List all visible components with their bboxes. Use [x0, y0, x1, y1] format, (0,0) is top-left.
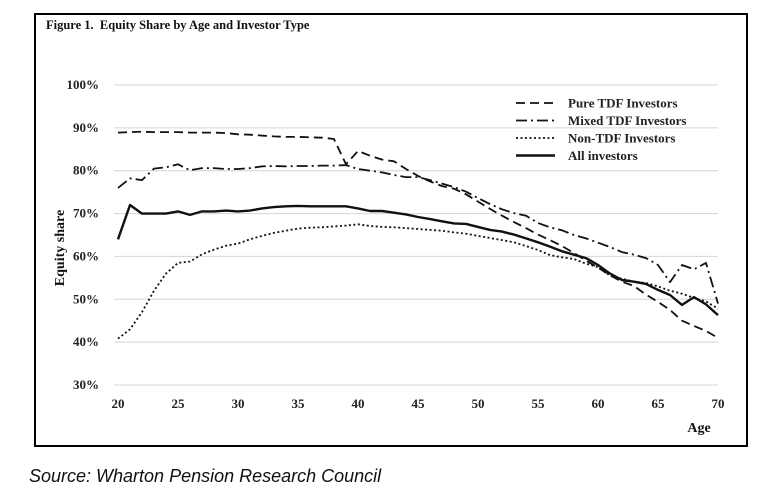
- legend-label: All investors: [568, 148, 638, 163]
- source-note: Source: Wharton Pension Research Council: [29, 466, 382, 486]
- y-tick-label: 60%: [73, 248, 99, 263]
- x-tick-label: 55: [532, 396, 546, 411]
- x-tick-label: 60: [592, 396, 605, 411]
- y-tick-label: 80%: [73, 163, 99, 178]
- x-tick-label: 50: [472, 396, 485, 411]
- y-tick-label: 100%: [67, 77, 100, 92]
- y-tick-label: 90%: [73, 120, 99, 135]
- y-tick-label: 70%: [73, 206, 99, 221]
- gridlines: [114, 84, 718, 386]
- series-lines: [116, 130, 719, 340]
- legend: Pure TDF Investors Mixed TDF Investors Non…: [516, 96, 686, 163]
- series-line-mixed-tdf-investors: [117, 163, 719, 304]
- series-line-pure-tdf-investors: [117, 130, 719, 339]
- y-axis-label: Equity share: [53, 210, 68, 286]
- y-tick-label: 50%: [73, 291, 99, 306]
- x-tick-label: 35: [292, 396, 306, 411]
- x-axis-label: Age: [687, 421, 710, 436]
- x-tick-label: 40: [352, 396, 365, 411]
- x-tick-label: 45: [412, 396, 426, 411]
- legend-label: Non-TDF Investors: [568, 131, 676, 146]
- legend-label: Pure TDF Investors: [568, 96, 678, 111]
- series-line-non-tdf-investors: [117, 223, 719, 340]
- x-tick-label: 30: [232, 396, 245, 411]
- legend-label: Mixed TDF Investors: [568, 113, 686, 128]
- y-tick-label: 40%: [73, 334, 99, 349]
- x-tick-label: 25: [172, 396, 186, 411]
- series-line-all-investors: [116, 203, 719, 316]
- figure-title: Figure 1. Equity Share by Age and Invest…: [46, 18, 310, 32]
- x-tick-label: 20: [112, 396, 125, 411]
- x-tick-label: 65: [652, 396, 666, 411]
- y-tick-label: 30%: [73, 377, 99, 392]
- tick-labels: 30% 40% 50% 60% 70% 80% 90% 100% 20 25 30 35 40 45 50 5…: [67, 77, 725, 411]
- x-tick-label: 70: [712, 396, 725, 411]
